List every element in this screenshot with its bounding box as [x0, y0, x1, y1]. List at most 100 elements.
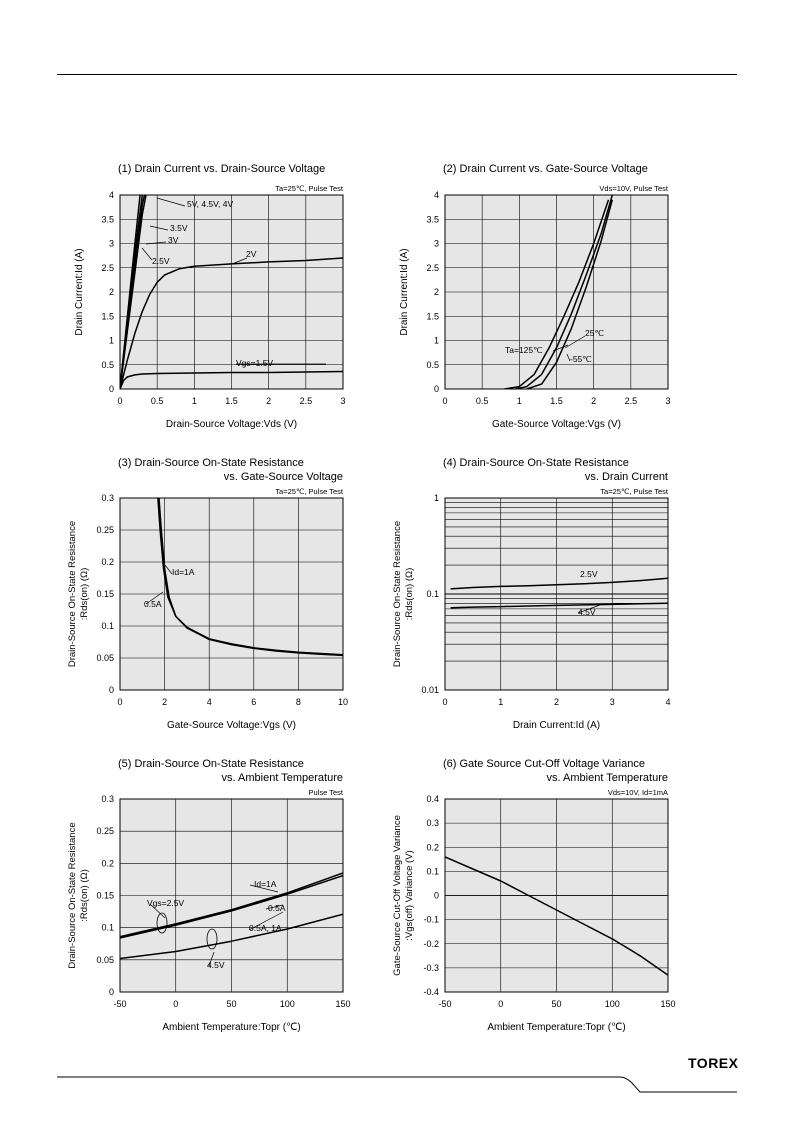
chart-subtitle: vs. Ambient Temperature: [222, 772, 343, 784]
x-tick-label: 0: [117, 396, 122, 406]
curve-label: -55℃: [570, 354, 592, 364]
curve-label: 3V: [168, 235, 179, 245]
curve-label: 2.5V: [152, 256, 170, 266]
test-condition: Vds=10V, Pulse Test: [599, 184, 669, 193]
leader-line: [149, 225, 169, 231]
leader-line: [141, 247, 153, 261]
x-tick-label: 150: [335, 999, 350, 1009]
y-tick-label: 0.2: [101, 557, 114, 567]
torex-logo: TOREX: [688, 1055, 739, 1071]
curve-label: 0.5A: [268, 903, 286, 913]
y-tick-label: 4: [109, 190, 114, 200]
leader-line: [156, 197, 186, 207]
plot-frame: [119, 194, 344, 390]
x-tick-label: -50: [438, 999, 451, 1009]
series-line: [450, 602, 668, 609]
y-tick-label: 2.5: [101, 263, 114, 273]
footer-rule: [57, 1076, 737, 1093]
leader-line: [248, 911, 284, 931]
x-tick-label: 0: [442, 396, 447, 406]
leader-line: [164, 564, 173, 575]
y-tick-label: 1: [434, 493, 439, 503]
test-condition: Ta=25℃, Pulse Test: [600, 487, 669, 496]
x-tick-label: 0: [498, 999, 503, 1009]
series-line: [120, 872, 343, 938]
x-tick-label: 4: [665, 697, 670, 707]
x-tick-label: 0: [442, 697, 447, 707]
series-line: [120, 913, 343, 960]
series-line: [450, 577, 668, 590]
y-tick-label: 1.5: [101, 311, 114, 321]
x-tick-label: 2: [591, 396, 596, 406]
chart-title: (2) Drain Current vs. Gate-Source Voltag…: [443, 163, 648, 175]
x-tick-label: 100: [280, 999, 295, 1009]
leader-line: [149, 903, 166, 919]
y-tick-label: 0: [434, 891, 439, 901]
leader-line: [208, 951, 215, 967]
x-tick-label: 150: [660, 999, 675, 1009]
y-tick-label: 0: [434, 384, 439, 394]
x-tick-label: 1: [517, 396, 522, 406]
y-tick-label: 0.5: [426, 360, 439, 370]
curve-label: 2V: [246, 249, 257, 259]
y-tick-label: 1.5: [426, 311, 439, 321]
y-tick-label: 0: [109, 987, 114, 997]
x-tick-label: 1.5: [225, 396, 238, 406]
y-axis-label-unit: :Vgs(off) Variance (V): [404, 850, 415, 940]
chart-title: (6) Gate Source Cut-Off Voltage Variance: [443, 758, 645, 770]
leader-line: [249, 884, 279, 893]
plot-frame: [444, 497, 669, 691]
header-rule: [57, 74, 737, 75]
series-line: [157, 498, 343, 657]
x-tick-label: 4: [207, 697, 212, 707]
series-line: [120, 874, 343, 939]
leader-line: [265, 904, 284, 910]
y-tick-label: 0.1: [101, 621, 114, 631]
chart-title: (4) Drain-Source On-State Resistance: [443, 457, 629, 469]
x-tick-label: 10: [338, 697, 348, 707]
curve-label: Vgs=2.5V: [147, 898, 184, 908]
y-tick-label: 1: [109, 336, 114, 346]
curve-label: 4.5V: [207, 960, 225, 970]
chart-title: (3) Drain-Source On-State Resistance: [118, 457, 304, 469]
x-tick-label: 3: [610, 697, 615, 707]
y-tick-label: 2: [109, 287, 114, 297]
chart-subtitle: vs. Drain Current: [585, 471, 668, 483]
y-tick-label: 0.1: [426, 866, 439, 876]
y-tick-label: 0.25: [96, 826, 114, 836]
y-tick-label: 0.01: [421, 685, 439, 695]
plot-frame: [444, 194, 669, 390]
leader-line: [552, 344, 569, 352]
x-tick-label: 0.5: [476, 396, 489, 406]
chart-subtitle: vs. Gate-Source Voltage: [224, 471, 343, 483]
x-axis-label: Ambient Temperature:Topr (℃): [487, 1022, 625, 1033]
curve-label: Id=1A: [172, 567, 195, 577]
chart-title: (1) Drain Current vs. Drain-Source Volta…: [118, 163, 325, 175]
y-tick-label: -0.4: [423, 987, 439, 997]
y-tick-label: 0.4: [426, 794, 439, 804]
x-tick-label: 1: [192, 396, 197, 406]
x-tick-label: 2.5: [625, 396, 638, 406]
loop-marker: [156, 912, 168, 934]
y-tick-label: 4: [434, 190, 439, 200]
y-tick-label: 0.3: [101, 493, 114, 503]
test-condition: Ta=25℃, Pulse Test: [275, 487, 344, 496]
x-tick-label: 100: [605, 999, 620, 1009]
y-tick-label: 0: [109, 384, 114, 394]
curve-label: Ta=125℃: [505, 345, 543, 355]
x-tick-label: 3: [665, 396, 670, 406]
x-tick-label: 0.5: [151, 396, 164, 406]
loop-marker: [206, 928, 218, 950]
y-tick-label: 3.5: [101, 214, 114, 224]
y-axis-label: Drain-Source On-State Resistance: [67, 521, 78, 667]
y-tick-label: 0.05: [96, 653, 114, 663]
series-line: [120, 257, 343, 389]
y-tick-label: 3: [434, 239, 439, 249]
x-axis-label: Drain Current:Id (A): [513, 720, 600, 731]
curve-label: 0.5A, 1A: [249, 923, 282, 933]
y-axis-label: Drain-Source On-State Resistance: [67, 822, 78, 968]
y-tick-label: 0.25: [96, 525, 114, 535]
x-tick-label: 3: [340, 396, 345, 406]
test-condition: Pulse Test: [309, 788, 344, 797]
curve-label: Vgs=1.5V: [236, 358, 273, 368]
